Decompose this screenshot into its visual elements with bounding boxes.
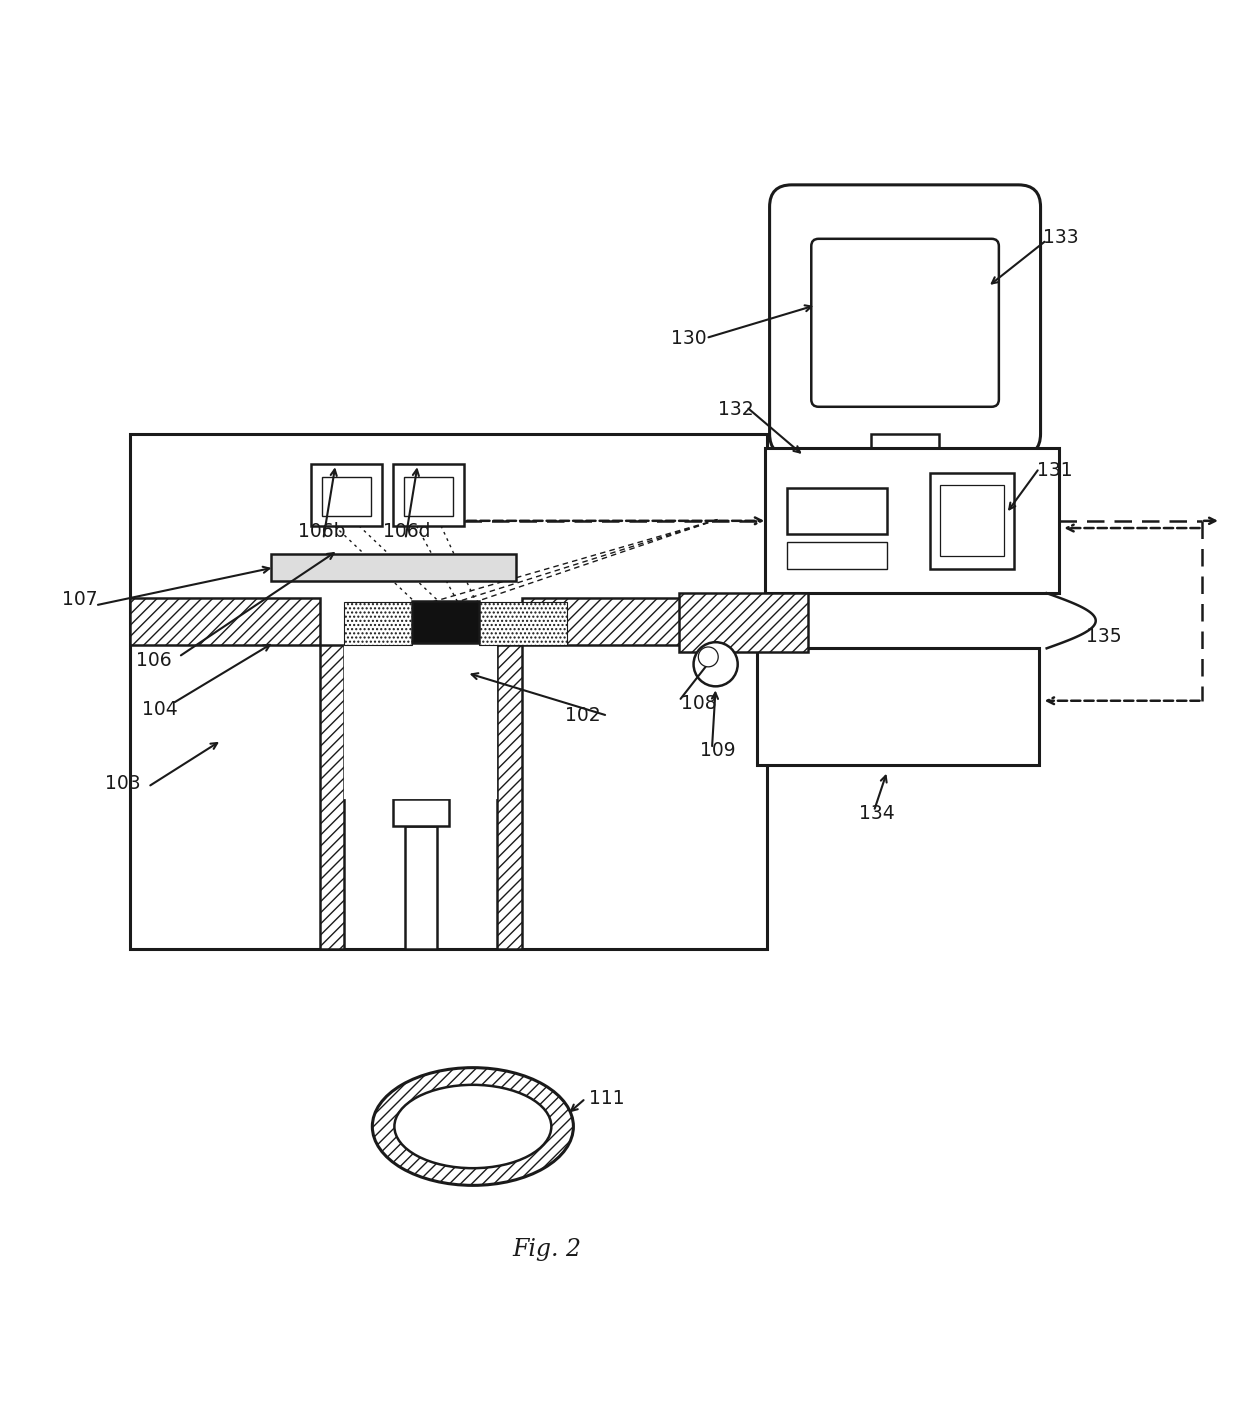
Bar xyxy=(322,477,371,516)
Bar xyxy=(404,826,436,948)
Text: Fig. 2: Fig. 2 xyxy=(512,1238,580,1261)
Ellipse shape xyxy=(372,1068,573,1185)
Bar xyxy=(404,477,454,516)
Bar xyxy=(758,649,1039,765)
Bar xyxy=(786,542,888,568)
Text: 104: 104 xyxy=(141,701,177,719)
Bar xyxy=(345,644,497,799)
Bar xyxy=(497,644,522,948)
Bar xyxy=(678,594,807,651)
Text: 107: 107 xyxy=(62,590,98,609)
Bar xyxy=(479,602,567,644)
Text: 102: 102 xyxy=(565,706,600,725)
Bar xyxy=(412,601,479,643)
Bar xyxy=(320,644,345,948)
Bar xyxy=(522,598,768,644)
Bar xyxy=(765,449,1059,594)
Bar xyxy=(129,433,768,948)
Text: 111: 111 xyxy=(589,1089,625,1107)
Text: 106d: 106d xyxy=(383,522,430,542)
Bar xyxy=(345,602,412,644)
Bar xyxy=(393,799,449,826)
Text: 130: 130 xyxy=(672,329,707,348)
Text: 135: 135 xyxy=(1086,626,1121,646)
FancyBboxPatch shape xyxy=(811,239,999,407)
Text: 132: 132 xyxy=(718,400,754,419)
Text: 106b: 106b xyxy=(298,522,345,542)
Bar xyxy=(129,598,320,644)
Text: 134: 134 xyxy=(859,805,895,823)
Circle shape xyxy=(693,642,738,687)
Text: 103: 103 xyxy=(105,774,140,792)
FancyBboxPatch shape xyxy=(770,184,1040,456)
Circle shape xyxy=(698,647,718,667)
Bar xyxy=(311,464,382,526)
Ellipse shape xyxy=(394,1085,552,1168)
Bar xyxy=(870,433,939,449)
Bar xyxy=(393,464,464,526)
Text: 106: 106 xyxy=(135,651,171,670)
Bar xyxy=(940,485,1003,556)
Text: 109: 109 xyxy=(699,740,735,760)
Bar xyxy=(930,473,1013,568)
Text: 133: 133 xyxy=(1043,228,1079,248)
Bar xyxy=(786,488,888,535)
Text: 131: 131 xyxy=(1037,461,1073,480)
Bar xyxy=(270,554,516,581)
Text: 108: 108 xyxy=(681,694,717,713)
